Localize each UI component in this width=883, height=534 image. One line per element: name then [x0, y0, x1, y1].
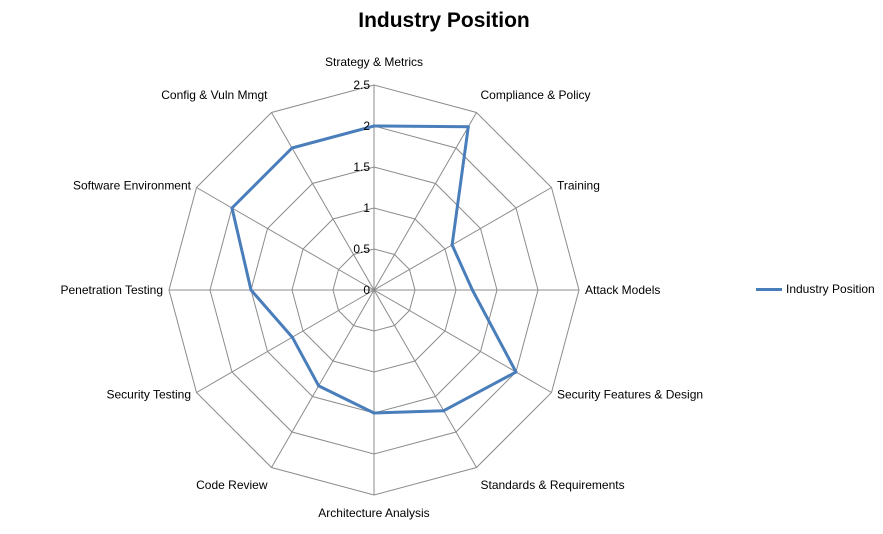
spoke — [271, 112, 375, 291]
category-label: Training — [557, 179, 600, 193]
data-point — [442, 409, 446, 413]
tick-label: 1 — [363, 201, 370, 215]
category-label: Config & Vuln Mmgt — [161, 88, 268, 102]
category-label: Code Review — [196, 478, 268, 492]
data-point — [317, 384, 321, 388]
data-point — [450, 243, 454, 247]
tick-label: 2 — [363, 119, 370, 133]
tick-label: 2.5 — [353, 78, 370, 92]
series-layer — [230, 124, 518, 415]
spoke — [373, 112, 477, 291]
legend: Industry Position — [756, 282, 875, 296]
data-point — [372, 411, 376, 415]
legend-label: Industry Position — [786, 282, 875, 296]
data-point — [372, 124, 376, 128]
spoke — [373, 289, 477, 468]
category-label: Security Features & Design — [557, 388, 703, 402]
data-point — [230, 206, 234, 210]
data-point — [249, 288, 253, 292]
category-label: Security Testing — [107, 388, 192, 402]
tick-label: 1.5 — [353, 160, 370, 174]
radial-tick-labels: 0 0.5 1 1.5 2 2.5 — [353, 78, 370, 297]
spoke — [196, 289, 375, 393]
category-label: Penetration Testing — [60, 283, 163, 297]
legend-swatch — [756, 287, 782, 291]
tick-label: 0.5 — [353, 242, 370, 256]
radar-spokes — [169, 85, 579, 495]
spoke — [196, 187, 375, 291]
data-point — [290, 146, 294, 150]
data-point — [466, 125, 470, 129]
category-labels: Strategy & Metrics Compliance & Policy Tra… — [60, 55, 703, 520]
category-label: Compliance & Policy — [481, 88, 591, 102]
spoke — [271, 289, 375, 468]
data-point — [514, 370, 518, 374]
category-label: Software Environment — [73, 179, 192, 193]
spoke — [373, 187, 552, 291]
category-label: Architecture Analysis — [318, 506, 429, 520]
data-point — [290, 335, 294, 339]
chart-title: Industry Position — [358, 9, 530, 32]
spoke — [373, 289, 552, 393]
category-label: Standards & Requirements — [481, 478, 625, 492]
category-label: Strategy & Metrics — [325, 55, 423, 69]
tick-label: 0 — [363, 283, 370, 297]
category-label: Attack Models — [585, 283, 660, 297]
data-point — [470, 288, 474, 292]
